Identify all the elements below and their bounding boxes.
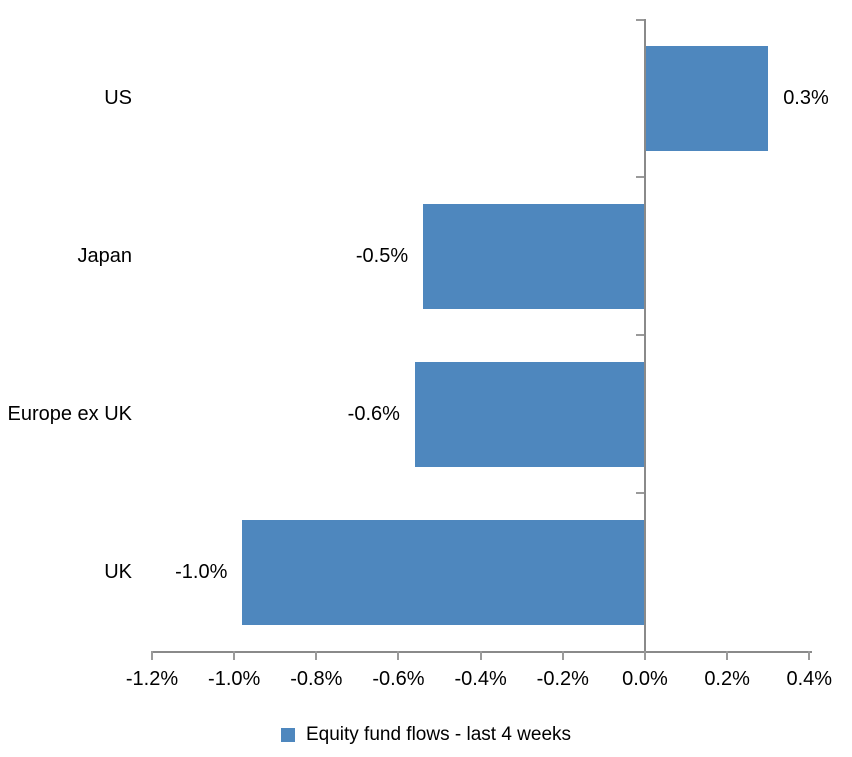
x-tick-label: -0.6% bbox=[372, 668, 425, 690]
x-axis-tick bbox=[233, 651, 236, 660]
x-tick-label: 0.0% bbox=[622, 668, 668, 690]
category-label-europe-ex-uk: Europe ex UK bbox=[7, 403, 132, 425]
y-axis-line bbox=[643, 19, 646, 653]
data-label-us: 0.3% bbox=[783, 87, 829, 109]
x-tick-label: -0.8% bbox=[290, 668, 343, 690]
category-label-uk: UK bbox=[104, 561, 132, 583]
x-tick-label: -0.2% bbox=[536, 668, 589, 690]
x-axis-tick bbox=[151, 651, 153, 660]
bar-europe-ex-uk bbox=[414, 361, 645, 467]
data-label-europe-ex-uk: -0.6% bbox=[347, 403, 400, 425]
category-axis-tick bbox=[635, 492, 644, 494]
bar-uk bbox=[242, 519, 645, 625]
bar-us bbox=[644, 45, 769, 151]
x-tick-label: -1.2% bbox=[125, 668, 179, 690]
category-label-us: US bbox=[104, 87, 132, 109]
x-axis-tick bbox=[315, 651, 318, 660]
category-axis-tick bbox=[635, 334, 644, 336]
category-label-japan: Japan bbox=[77, 245, 133, 267]
legend: Equity fund flows - last 4 weeks bbox=[0, 722, 852, 748]
x-axis-tick bbox=[561, 651, 564, 660]
x-tick-label: -1.0% bbox=[208, 668, 261, 690]
data-label-uk: -1.0% bbox=[175, 561, 228, 583]
legend-label: Equity fund flows - last 4 weeks bbox=[305, 724, 572, 745]
x-axis-line bbox=[152, 651, 812, 653]
category-axis-tick bbox=[635, 19, 644, 21]
x-axis-tick bbox=[643, 651, 646, 660]
x-axis-tick bbox=[808, 651, 811, 660]
category-axis-tick bbox=[635, 176, 644, 178]
data-label-japan: -0.5% bbox=[355, 245, 409, 267]
legend-swatch-icon bbox=[280, 728, 295, 742]
x-axis-tick bbox=[726, 651, 729, 660]
x-tick-label: 0.4% bbox=[786, 668, 833, 690]
x-axis-tick bbox=[397, 651, 400, 660]
bar-japan bbox=[423, 203, 645, 309]
x-tick-label: 0.2% bbox=[704, 668, 750, 690]
x-axis-tick bbox=[479, 651, 482, 660]
x-tick-label: -0.4% bbox=[454, 668, 507, 690]
